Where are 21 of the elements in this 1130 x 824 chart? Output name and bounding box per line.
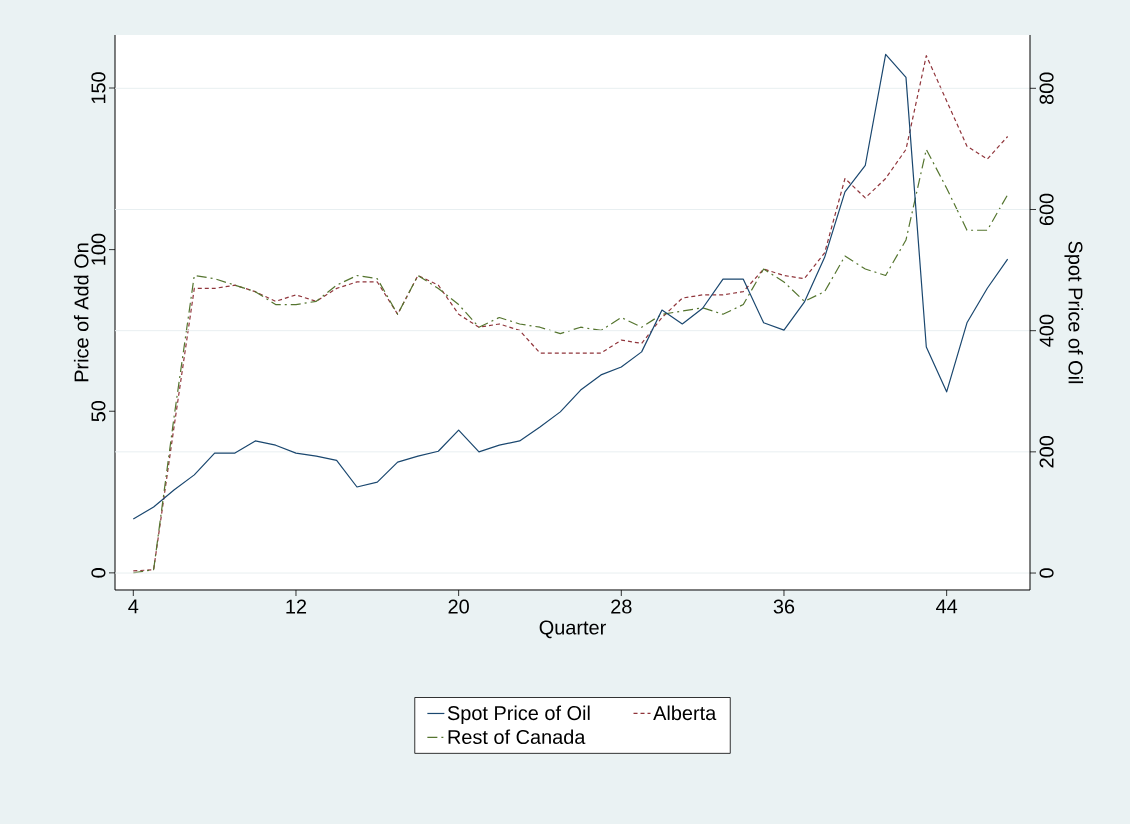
legend-label: Rest of Canada: [448, 729, 586, 745]
y2-tick-label: 200: [1039, 436, 1054, 468]
y2-tick-label: 400: [1039, 314, 1054, 347]
x-tick-label: 44: [936, 599, 958, 614]
y-tick-label: 100: [91, 233, 106, 265]
x-tick-label: 36: [773, 599, 795, 614]
x-tick-label: 12: [286, 599, 307, 614]
y-tick-label: 150: [91, 72, 106, 104]
y2-tick-label: 0: [1039, 568, 1054, 578]
y-tick-label: 50: [91, 400, 106, 422]
x-axis-title: Quarter: [539, 620, 606, 639]
legend-label: Spot Price of Oil: [447, 705, 590, 725]
x-tick-label: 4: [128, 599, 139, 614]
y-tick-label: 0: [91, 568, 106, 578]
y2-tick-label: 600: [1039, 193, 1054, 226]
y2-tick-label: 800: [1039, 72, 1054, 105]
x-tick-label: 28: [611, 599, 632, 614]
x-tick-label: 20: [448, 599, 469, 614]
legend-label: Alberta: [653, 705, 717, 721]
y-axis-title: Price of Add On: [73, 243, 89, 382]
y2-axis-title: Spot Price of Oil: [1064, 241, 1084, 384]
